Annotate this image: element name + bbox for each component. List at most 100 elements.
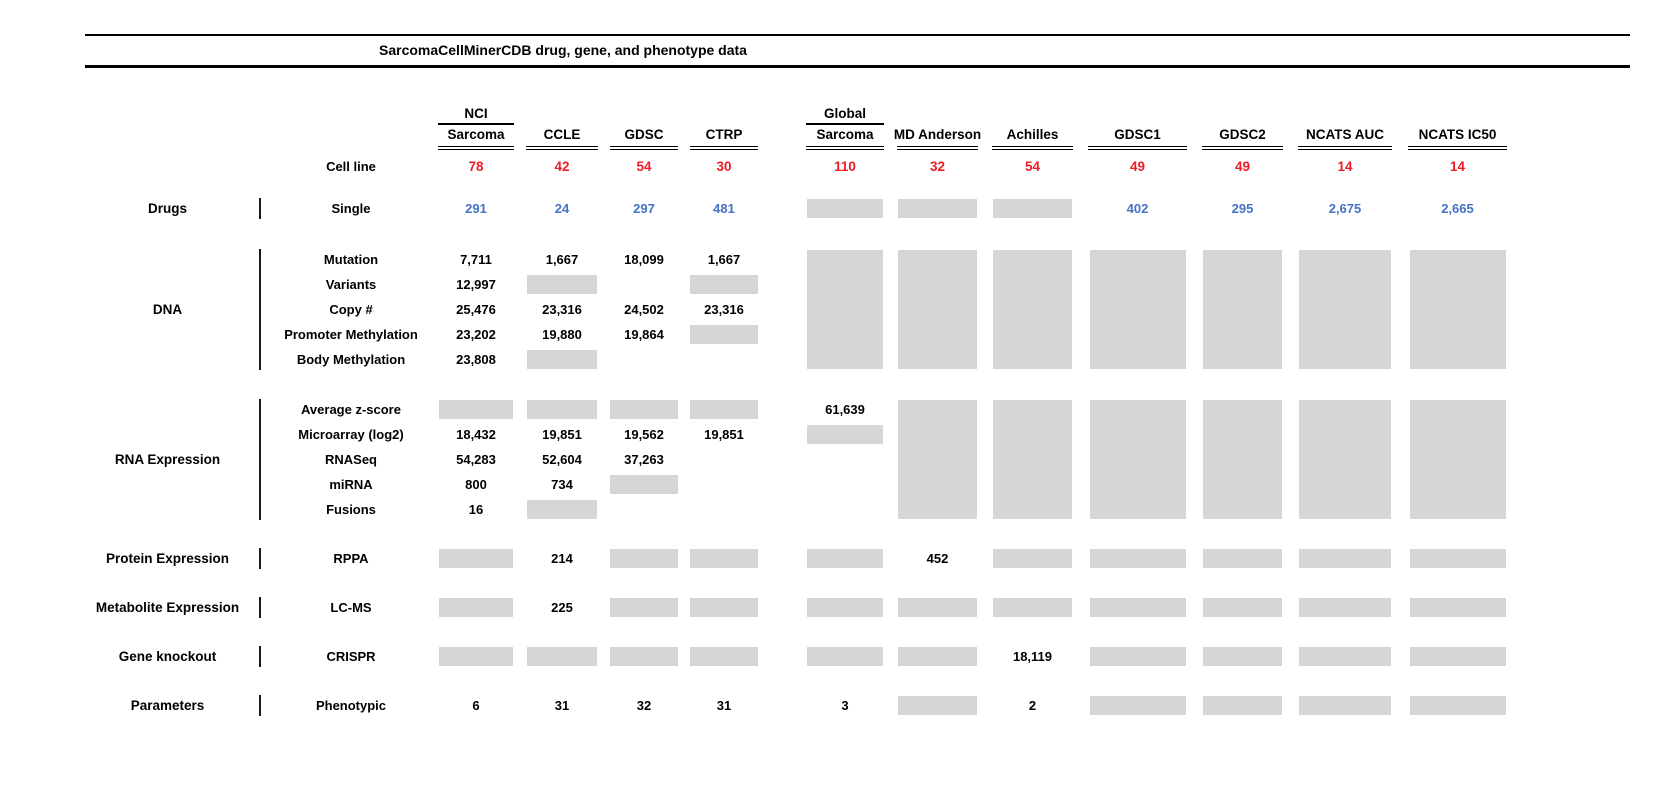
value-cell: 2,665 — [1441, 201, 1474, 216]
row-label-promoter-methylation: Promoter Methylation — [284, 327, 418, 342]
missing-data-box — [807, 425, 883, 444]
missing-data-box — [1202, 647, 1283, 666]
value-cell: 18,432 — [456, 427, 496, 442]
cell-line-count: 14 — [1449, 159, 1466, 174]
missing-data-block — [1409, 400, 1506, 519]
group-divider-bar — [259, 399, 261, 520]
missing-data-block — [807, 250, 883, 369]
group-label-rna-expression: RNA Expression — [114, 452, 221, 467]
column-header-gdsc: GDSC — [609, 125, 679, 150]
cell-line-count: 30 — [716, 159, 732, 174]
value-cell: 452 — [926, 551, 949, 566]
group-divider-bar — [259, 695, 261, 716]
group-label-drugs: Drugs — [147, 201, 187, 216]
group-label-parameters: Parameters — [130, 698, 205, 713]
missing-data-box — [610, 647, 678, 666]
group-divider-bar — [259, 249, 261, 370]
value-cell: 23,316 — [704, 302, 744, 317]
value-cell: 214 — [551, 551, 573, 566]
missing-data-box — [439, 598, 513, 617]
missing-data-box — [992, 549, 1073, 568]
missing-data-box — [690, 325, 758, 344]
group-label-protein-expression: Protein Expression — [105, 551, 230, 566]
missing-data-box — [897, 598, 978, 617]
missing-data-box — [610, 475, 678, 494]
column-header-top-label: Global — [806, 104, 884, 125]
missing-data-block — [897, 250, 978, 369]
missing-data-box — [1202, 598, 1283, 617]
missing-data-box — [1298, 549, 1392, 568]
missing-data-box — [526, 500, 598, 519]
section-gene-knockout: Gene knockout CRISPR 18,119 — [85, 644, 1669, 669]
missing-data-box — [610, 400, 678, 419]
column-header-label: CTRP — [705, 127, 743, 142]
row-label-single: Single — [331, 201, 371, 216]
row-label-body-methylation: Body Methylation — [296, 352, 406, 367]
missing-data-box — [807, 647, 883, 666]
missing-data-box — [897, 696, 978, 715]
value-cell: 61,639 — [825, 402, 865, 417]
value-cell: 481 — [713, 201, 735, 216]
group-divider-bar — [259, 198, 261, 219]
value-cell: 295 — [1231, 201, 1254, 216]
missing-data-box — [1089, 598, 1186, 617]
missing-data-box — [897, 199, 978, 218]
missing-data-block — [1202, 400, 1283, 519]
value-cell: 402 — [1126, 201, 1149, 216]
value-cell: 31 — [554, 698, 570, 713]
row-label-fusions: Fusions — [326, 502, 376, 517]
title-rule-top — [85, 34, 1630, 36]
value-cell: 19,864 — [624, 327, 664, 342]
missing-data-block — [992, 250, 1073, 369]
group-divider-bar — [259, 646, 261, 667]
value-cell: 3 — [841, 698, 849, 713]
column-header-ncats-auc: NCATS AUC — [1297, 125, 1393, 150]
row-label-rnaseq: RNASeq — [324, 452, 377, 467]
row-label-phenotypic: Phenotypic — [315, 698, 387, 713]
row-label-variants: Variants — [325, 277, 377, 292]
missing-data-box — [807, 598, 883, 617]
value-cell: 12,997 — [456, 277, 496, 292]
missing-data-box — [690, 275, 758, 294]
column-header-label: Sarcoma — [816, 127, 874, 142]
value-cell: 7,711 — [460, 252, 492, 267]
column-header-label: GDSC — [624, 127, 664, 142]
cell-line-count: 32 — [929, 159, 946, 174]
column-header-top-label: NCI — [438, 104, 514, 125]
column-header-achilles: Achilles — [991, 125, 1074, 150]
group-divider-bar — [259, 548, 261, 569]
missing-data-box — [1089, 549, 1186, 568]
value-cell: 25,476 — [456, 302, 496, 317]
missing-data-box — [1409, 598, 1506, 617]
value-cell: 23,316 — [542, 302, 582, 317]
table-body: Drugs Single 291 24 297 481 402 295 2,675 2,665 DN… — [0, 196, 1669, 718]
missing-data-box — [807, 199, 883, 218]
missing-data-box — [992, 199, 1073, 218]
column-header-gdsc2: GDSC2 — [1201, 125, 1284, 150]
missing-data-block — [897, 400, 978, 519]
value-cell: 734 — [551, 477, 573, 492]
missing-data-box — [1298, 647, 1392, 666]
column-header-row: NCI Sarcoma CCLE GDSC CTRP Global Sarcoma MD An… — [85, 104, 1669, 150]
cell-line-count: 49 — [1129, 159, 1146, 174]
cell-line-row: Cell line 78 42 54 30 110 32 54 49 49 14 14 — [85, 153, 1669, 180]
row-label-mutation: Mutation — [323, 252, 379, 267]
cell-line-count: 78 — [468, 159, 484, 174]
cell-line-count: 54 — [636, 159, 652, 174]
cell-line-count: 54 — [1024, 159, 1041, 174]
section-metabolite-expression: Metabolite Expression LC-MS 225 — [85, 595, 1669, 620]
row-label-lc-ms: LC-MS — [330, 600, 372, 615]
group-label-gene-knockout: Gene knockout — [118, 649, 217, 664]
missing-data-box — [1089, 696, 1186, 715]
cell-line-label: Cell line — [326, 159, 376, 174]
row-label-average-z-score: Average z-score — [301, 402, 401, 417]
column-header-ncats-ic50: NCATS IC50 — [1408, 125, 1507, 150]
column-header-md-anderson: MD Anderson — [894, 125, 981, 150]
column-header-label: NCATS IC50 — [1418, 127, 1497, 142]
missing-data-box — [1409, 647, 1506, 666]
cell-line-count: 14 — [1337, 159, 1353, 174]
cell-line-count: 42 — [554, 159, 570, 174]
value-cell: 1,667 — [707, 252, 741, 267]
title-rule-bottom — [85, 65, 1630, 68]
